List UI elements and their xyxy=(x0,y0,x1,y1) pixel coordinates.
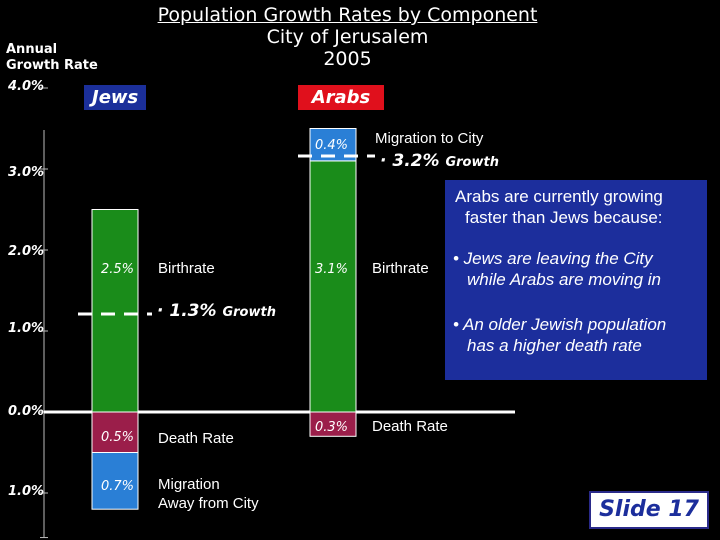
tick-label: 3.0% xyxy=(8,165,45,180)
chart-title: Population Growth Rates by Component Cit… xyxy=(120,4,575,70)
y-axis-label-line-1: Annual xyxy=(6,42,58,57)
death-rate-component-label: Death Rate xyxy=(158,430,234,447)
jews-migration-away-bar xyxy=(91,452,139,510)
bullet-1-line-2: while Arabs are moving in xyxy=(467,270,662,289)
slide-number: Slide 17 xyxy=(589,491,709,529)
explanation-title-line-2: faster than Jews because: xyxy=(465,208,663,227)
birthrate-component-label: Birthrate xyxy=(372,260,429,277)
tick-label: 0.0% xyxy=(8,404,45,419)
arabs-group-label: Arabs xyxy=(298,85,384,110)
arabs-death-rate-bar xyxy=(309,411,357,437)
migration-away-line-1: Migration xyxy=(158,476,220,493)
y-axis-label-line-2: Growth Rate xyxy=(6,58,98,73)
title-line-2: City of Jerusalem xyxy=(266,26,429,48)
tick-label: 4.0% xyxy=(8,79,45,94)
migration-away-line-2: Away from City xyxy=(158,495,259,512)
bullet-older-population: • An older Jewish population has a highe… xyxy=(453,314,666,356)
jews-group-label: Jews xyxy=(84,85,147,110)
jews-birthrate-label: 2.5% xyxy=(101,262,135,277)
arabs-birthrate-bar xyxy=(309,160,357,413)
tick-label: 2.0% xyxy=(8,244,45,259)
arabs-death-rate-label: 0.3% xyxy=(315,420,349,435)
arabs-growth-value: 3.2% xyxy=(392,151,440,171)
bullet-leaving-city: • Jews are leaving the City while Arabs … xyxy=(453,248,661,290)
explanation-box: Arabs are currently growing faster than … xyxy=(445,180,707,380)
growth-word: Growth xyxy=(222,305,276,320)
arabs-migration-label: 0.4% xyxy=(315,138,349,153)
explanation-title: Arabs are currently growing faster than … xyxy=(455,186,663,228)
birthrate-component-label: Birthrate xyxy=(158,260,215,277)
migration-to-label: Migration to City xyxy=(375,130,484,147)
jews-birthrate-bar xyxy=(91,209,139,413)
tick-label: 1.0% xyxy=(8,321,45,336)
tick-label: 1.0% xyxy=(8,484,45,499)
title-line-1: Population Growth Rates by Component xyxy=(157,4,538,26)
migration-away-label: Migration Away from City xyxy=(158,475,259,513)
growth-word: Growth xyxy=(445,155,499,170)
death-rate-component-label: Death Rate xyxy=(372,418,448,435)
jews-death-rate-label: 0.5% xyxy=(101,430,135,445)
y-axis-label: Annual Growth Rate xyxy=(6,42,98,74)
bullet-2-line-1: • An older Jewish population xyxy=(453,315,667,334)
bullet-1-line-1: • Jews are leaving the City xyxy=(453,249,653,268)
jews-migration-label: 0.7% xyxy=(101,479,135,494)
arabs-birthrate-label: 3.1% xyxy=(315,262,349,277)
bullet-2-line-2: has a higher death rate xyxy=(467,336,642,355)
explanation-title-line-1: Arabs are currently growing xyxy=(455,187,663,206)
jews-growth-value: 1.3% xyxy=(169,301,217,321)
jews-growth-label: · 1.3% Growth xyxy=(157,301,276,321)
arabs-growth-label: · 3.2% Growth xyxy=(380,151,499,171)
title-line-3: 2005 xyxy=(323,48,372,70)
